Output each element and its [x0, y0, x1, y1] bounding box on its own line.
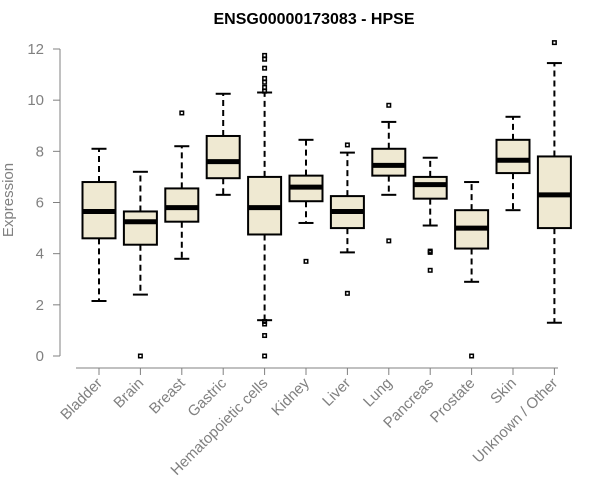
outlier-point — [469, 353, 475, 359]
box-group — [371, 102, 407, 244]
box-group — [164, 110, 200, 260]
y-axis-ticks: 0 2 4 6 8 10 12 — [27, 41, 60, 365]
outlier-point — [427, 267, 433, 273]
y-tick-label: 4 — [36, 246, 44, 263]
outlier-point — [262, 79, 268, 85]
outlier-point — [262, 321, 268, 327]
x-tick-label: Brain — [110, 375, 147, 412]
box-group — [205, 92, 241, 196]
box-group — [81, 147, 117, 302]
chart-title: ENSG00000173083 - HPSE — [213, 11, 414, 28]
outlier-point — [262, 88, 268, 94]
box-iqr — [205, 134, 241, 180]
y-axis-label: Expression — [0, 163, 17, 237]
outlier-point — [262, 56, 268, 62]
box-group — [247, 52, 283, 359]
box-group — [122, 170, 158, 359]
box-iqr — [164, 187, 200, 223]
y-tick-label: 12 — [27, 41, 44, 58]
x-tick-label: Lung — [360, 375, 396, 411]
y-tick-label: 10 — [27, 92, 44, 109]
box-group — [536, 40, 572, 324]
outlier-point — [427, 248, 433, 254]
x-tick-label: Bladder — [57, 375, 106, 424]
y-tick-label: 0 — [36, 348, 44, 365]
box-iqr — [536, 155, 572, 230]
box-series — [81, 40, 572, 359]
box-group — [495, 115, 531, 212]
outlier-point — [386, 102, 392, 108]
box-group — [454, 181, 490, 359]
outlier-point — [551, 40, 557, 46]
box-iqr — [495, 138, 531, 175]
y-tick-label: 8 — [36, 143, 44, 160]
outlier-point — [262, 75, 268, 81]
box-iqr — [371, 147, 407, 177]
x-tick-label: Prostate — [427, 375, 479, 427]
outlier-point — [262, 318, 268, 324]
outlier-point — [262, 65, 268, 71]
box-group — [288, 138, 324, 264]
box-group — [329, 142, 365, 296]
outlier-point — [137, 353, 143, 359]
outlier-point — [303, 258, 309, 264]
outlier-point — [262, 84, 268, 90]
outlier-point — [262, 333, 268, 339]
outlier-point — [262, 353, 268, 359]
x-tick-label: Breast — [146, 374, 189, 417]
box-group — [412, 156, 448, 273]
x-tick-label: Kidney — [268, 374, 313, 419]
box-iqr — [412, 175, 448, 200]
outlier-point — [179, 110, 185, 116]
x-tick-label: Liver — [319, 375, 354, 410]
outlier-point — [262, 52, 268, 58]
y-tick-label: 2 — [36, 297, 44, 314]
outlier-point — [344, 290, 350, 296]
outlier-point — [386, 238, 392, 244]
y-tick-label: 6 — [36, 195, 44, 212]
x-tick-label: Skin — [487, 375, 520, 408]
box-iqr — [122, 210, 158, 246]
outlier-point — [344, 142, 350, 148]
